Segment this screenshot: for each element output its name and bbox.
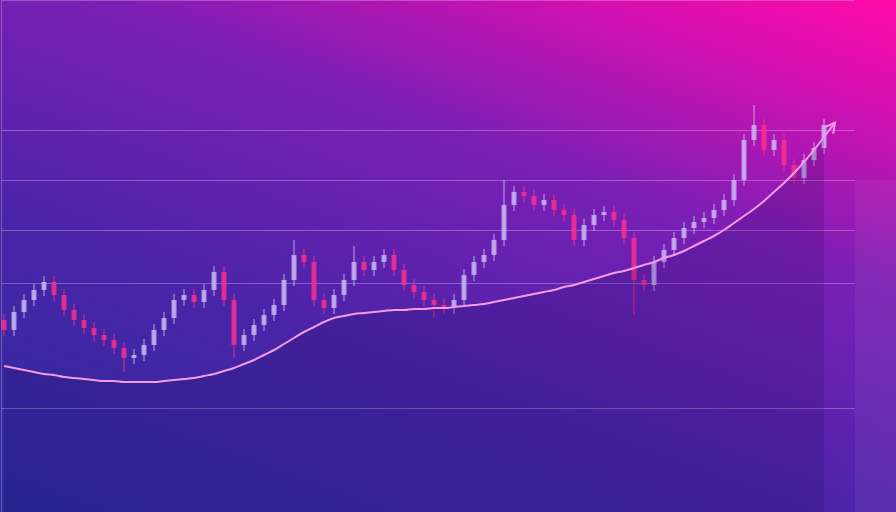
trend-line xyxy=(4,137,824,382)
y-tick xyxy=(1,130,855,131)
candle-body xyxy=(612,212,617,220)
candle-body xyxy=(362,262,367,270)
candle-body xyxy=(522,192,527,196)
candle-body xyxy=(602,212,607,215)
side-panel xyxy=(855,180,896,512)
candle-body xyxy=(242,335,247,345)
candle-body xyxy=(352,262,357,280)
candle-body xyxy=(732,180,737,200)
candle-body xyxy=(682,228,687,238)
candle-body xyxy=(142,345,147,355)
candle-body xyxy=(722,200,727,210)
candle-body xyxy=(312,262,317,300)
candle-body xyxy=(92,328,97,335)
candle-body xyxy=(342,280,347,295)
candle-body xyxy=(212,272,217,290)
y-axis xyxy=(1,1,855,512)
candle-body xyxy=(752,125,757,140)
candle-body xyxy=(72,310,77,320)
plot-marks xyxy=(2,105,835,512)
y-axis-line xyxy=(2,1,856,512)
arrow-shaft xyxy=(824,123,835,137)
candle-body xyxy=(302,255,307,262)
candle-body xyxy=(42,282,47,290)
candle-body xyxy=(772,140,777,150)
candle-body xyxy=(622,220,627,238)
candle-body xyxy=(562,210,567,215)
candle-body xyxy=(782,140,787,165)
candle-body xyxy=(692,222,697,228)
candle-body xyxy=(192,295,197,302)
candle-body xyxy=(222,272,227,300)
candle-body xyxy=(462,275,467,300)
candle-body xyxy=(2,320,7,330)
candle-body xyxy=(512,192,517,205)
candle-body xyxy=(542,200,547,205)
candle-body xyxy=(272,305,277,315)
candle-body xyxy=(282,280,287,305)
candle-body xyxy=(182,295,187,300)
candle-body xyxy=(502,205,507,240)
chart xyxy=(0,0,896,512)
arrow-head xyxy=(825,123,835,134)
y-tick xyxy=(1,180,855,181)
candle-body xyxy=(12,312,17,330)
candle-body xyxy=(672,238,677,250)
candle-body xyxy=(202,290,207,302)
candle-body xyxy=(322,300,327,308)
candle-body xyxy=(52,282,57,295)
candle-body xyxy=(592,215,597,225)
candle-body xyxy=(472,262,477,275)
candle-body xyxy=(22,300,27,312)
candle-body xyxy=(412,285,417,292)
candle-body xyxy=(102,335,107,340)
candle-body xyxy=(262,315,267,325)
candle-body xyxy=(552,200,557,210)
candle-body xyxy=(292,255,297,280)
candle-body xyxy=(392,255,397,270)
candle-body xyxy=(32,290,37,300)
candle-body xyxy=(582,225,587,240)
candle-body xyxy=(482,255,487,262)
candle-body xyxy=(572,215,577,240)
candle-body xyxy=(332,295,337,308)
candle-body xyxy=(62,295,67,310)
candle-body xyxy=(122,348,127,358)
candle-body xyxy=(702,218,707,222)
candle-body xyxy=(232,300,237,345)
grid-line xyxy=(1,130,855,131)
candle-body xyxy=(252,325,257,335)
candle-body xyxy=(532,196,537,205)
candle-body xyxy=(422,292,427,300)
candle-body xyxy=(742,140,747,180)
candle-body xyxy=(82,320,87,328)
candle-body xyxy=(382,255,387,262)
candle-body xyxy=(162,318,167,330)
candle-body xyxy=(762,125,767,150)
grid-line xyxy=(1,180,855,181)
candle-body xyxy=(172,300,177,318)
candle-body xyxy=(492,240,497,255)
trend-area xyxy=(4,137,824,512)
candle-body xyxy=(372,262,377,270)
candle-body xyxy=(402,270,407,285)
candle-body xyxy=(432,300,437,305)
candle-body xyxy=(712,210,717,218)
candle-body xyxy=(112,340,117,348)
candle-body xyxy=(132,355,137,358)
candle-body xyxy=(152,330,157,345)
